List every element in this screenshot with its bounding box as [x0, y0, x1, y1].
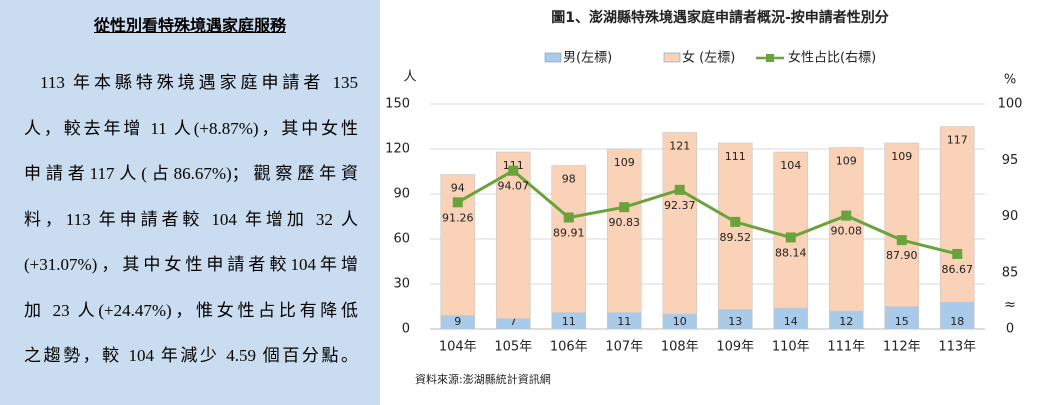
line-marker: [896, 235, 907, 246]
data-label: 109: [614, 156, 635, 169]
line-marker: [730, 216, 741, 227]
data-label: 90.08: [831, 225, 863, 238]
data-label: 111: [503, 159, 524, 172]
data-label: 11: [617, 315, 631, 328]
y-axis-label: 人: [403, 70, 416, 85]
data-label: 91.26: [442, 211, 474, 224]
data-label: 18: [950, 315, 964, 328]
bar-segment: [939, 126, 975, 303]
data-label: 10: [673, 315, 687, 328]
paragraph-line: 料，113 年申請者較 104 年增加 32 人: [24, 209, 358, 229]
data-label: 90.83: [609, 216, 641, 229]
data-label: 11: [562, 315, 576, 328]
y2-tick-label: 85: [1002, 265, 1019, 280]
data-label: 109: [891, 150, 912, 163]
y-tick-label: 60: [393, 232, 410, 247]
data-label: 86.67: [942, 263, 974, 276]
line-marker: [563, 212, 574, 223]
legend-label: 男(左標): [563, 51, 612, 66]
paragraph-line: 人，較去年增 11 人(+8.87%)，其中女性: [24, 118, 358, 138]
x-tick-label: 113年: [938, 340, 976, 355]
y-tick-label: 0: [402, 322, 410, 337]
bar-segment: [773, 151, 809, 309]
x-tick-label: 108年: [661, 340, 699, 355]
bar-segment: [884, 142, 920, 307]
x-tick-label: 109年: [716, 340, 754, 355]
bar-segment: [828, 147, 864, 312]
y-tick-label: 30: [393, 277, 410, 292]
line-marker: [674, 184, 685, 195]
data-label: 14: [784, 315, 798, 328]
bar-segment: [606, 148, 642, 313]
x-tick-label: 106年: [550, 340, 588, 355]
data-label: 13: [728, 315, 742, 328]
data-label: 87.90: [886, 249, 918, 262]
y2-tick-label: 100: [998, 97, 1023, 112]
line-marker: [952, 248, 963, 259]
y-tick-label: 90: [393, 187, 410, 202]
line-marker: [841, 210, 852, 221]
line-marker: [452, 197, 463, 208]
legend-swatch: [544, 52, 562, 63]
legend-swatch: [766, 54, 774, 62]
paragraph-line: 申請者117人(占86.67%)；觀察歷年資: [24, 164, 358, 183]
y2-tick-label: 95: [1002, 153, 1019, 168]
paragraph-line: 113 年本縣特殊境遇家庭申請者 135: [40, 73, 358, 92]
bar-segment: [662, 132, 698, 315]
paragraph-line: 之趨勢，較 104 年減少 4.59 個百分點。: [24, 346, 358, 365]
x-tick-label: 105年: [494, 340, 532, 355]
x-tick-label: 112年: [883, 340, 921, 355]
x-tick-label: 104年: [439, 340, 477, 355]
line-marker: [785, 232, 796, 243]
data-label: 89.91: [553, 227, 585, 240]
chart: 圖1、澎湖縣特殊境遇家庭申請者概況-按申請者性別分 人 % ≈ 資料來源:澎湖縣…: [385, 9, 1023, 386]
paragraph-line: (+31.07%)，其中女性申請者較104年增: [24, 255, 358, 274]
data-label: 111: [725, 150, 746, 163]
data-label: 15: [895, 315, 909, 328]
line-marker: [619, 202, 630, 213]
data-label: 109: [836, 155, 857, 168]
data-label: 92.37: [664, 199, 696, 212]
legend-label: 女性占比(右標): [788, 50, 876, 66]
x-tick-label: 111年: [827, 340, 865, 355]
data-label: 98: [562, 173, 576, 186]
legend-label: 女 (左標): [682, 50, 735, 66]
x-tick-label: 107年: [605, 340, 643, 355]
y-tick-label: 120: [385, 142, 410, 157]
y2-axis-label: %: [1004, 73, 1016, 88]
source-note: 資料來源:澎湖縣統計資訊網: [415, 372, 551, 386]
panel-title: 從性別看特殊境遇家庭服務: [93, 16, 286, 35]
y2-tick-label: 90: [1002, 209, 1019, 224]
data-label: 117: [947, 134, 968, 147]
data-label: 89.52: [720, 231, 752, 244]
text-panel: 從性別看特殊境遇家庭服務 113 年本縣特殊境遇家庭申請者 135 人，較去年增 …: [0, 0, 380, 405]
y2-tick-label: 0: [1006, 322, 1014, 337]
paragraph-line: 加 23 人(+24.47%)，惟女性占比有降低: [24, 300, 358, 320]
legend-swatch: [663, 52, 681, 63]
data-label: 104: [780, 159, 801, 172]
bar-segment: [551, 165, 587, 313]
data-label: 9: [454, 315, 461, 328]
data-label: 94: [451, 182, 465, 195]
line: [457, 168, 958, 256]
axis-break: ≈: [1004, 297, 1016, 313]
y-tick-label: 150: [385, 97, 410, 112]
data-label: 94.07: [498, 180, 530, 193]
chart-title: 圖1、澎湖縣特殊境遇家庭申請者概況-按申請者性別分: [551, 9, 889, 26]
data-label: 12: [839, 315, 853, 328]
x-tick-label: 110年: [772, 340, 810, 355]
data-label: 7: [510, 315, 517, 328]
data-label: 88.14: [775, 246, 807, 259]
data-label: 121: [669, 140, 690, 153]
line-marker: [508, 165, 519, 176]
